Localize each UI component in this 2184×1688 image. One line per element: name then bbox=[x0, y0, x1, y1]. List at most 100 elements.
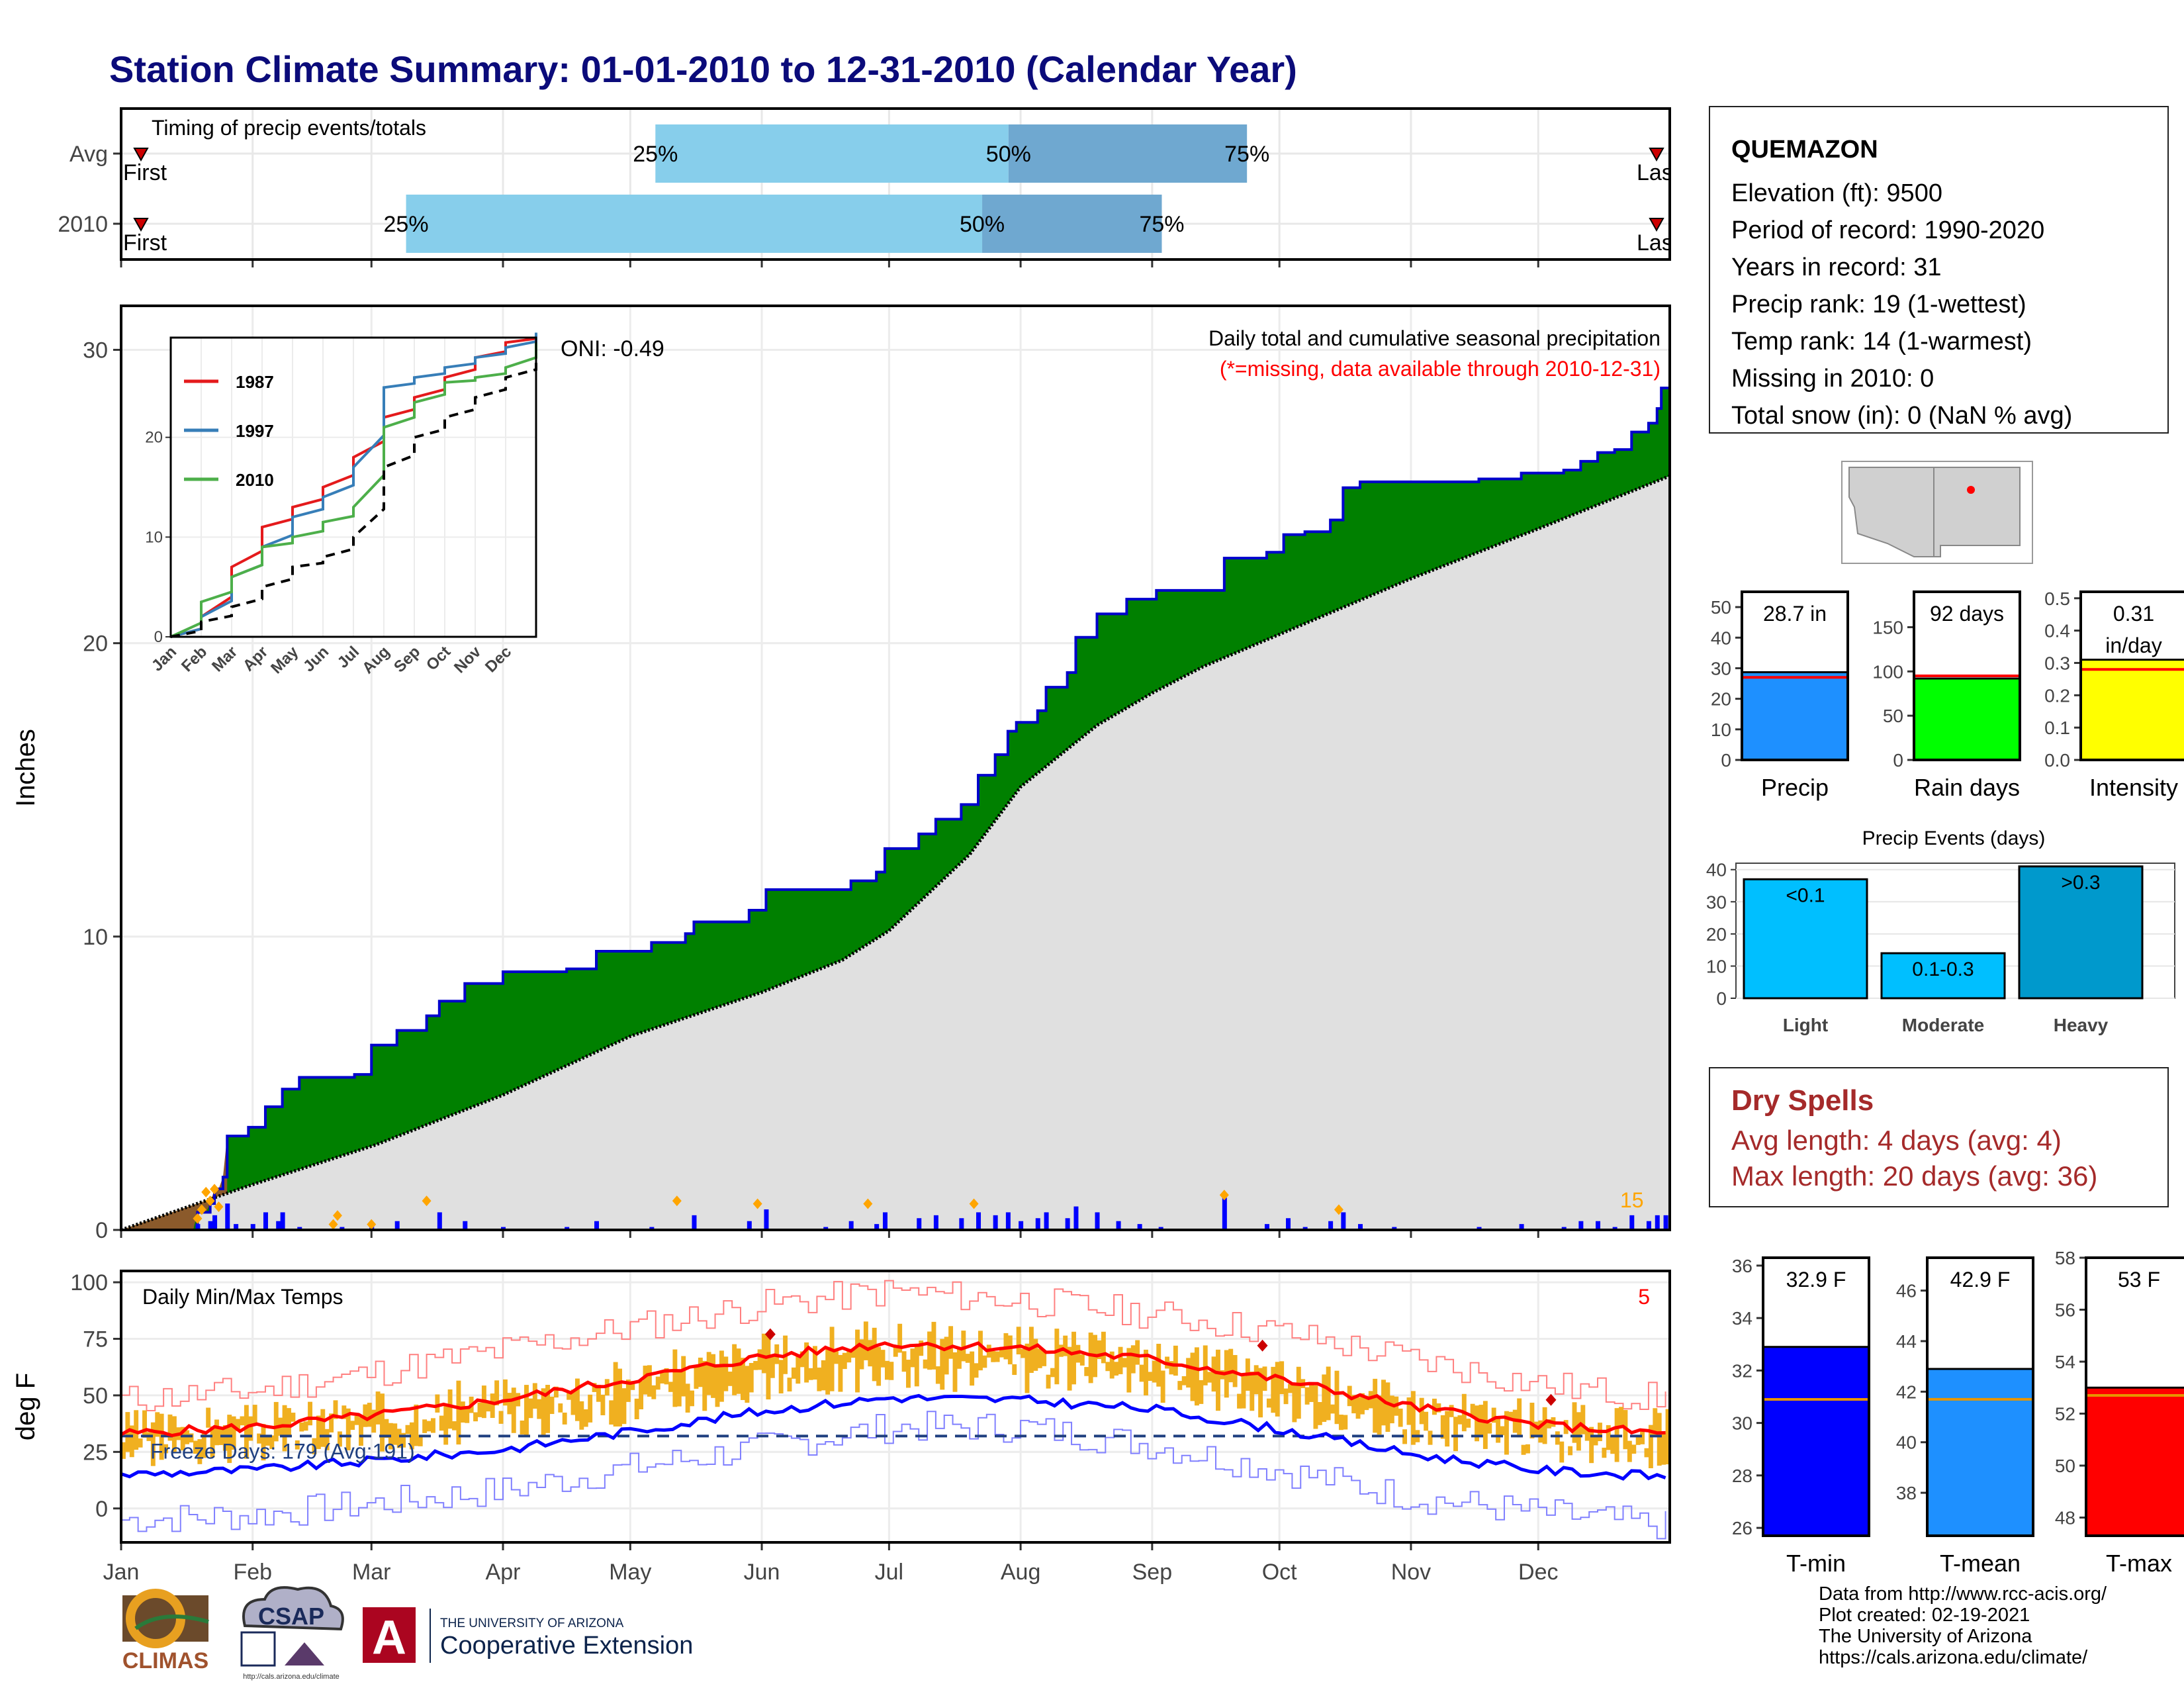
annual-intensity-y-tick-label: 0.1 bbox=[2044, 718, 2070, 738]
daily-temp-range-bar bbox=[1440, 1415, 1445, 1439]
daily-temp-range-bar bbox=[545, 1385, 551, 1433]
dry-spells-title: Dry Spells bbox=[1731, 1084, 1874, 1117]
daily-temp-range-bar bbox=[757, 1349, 762, 1370]
extreme-precip-marker bbox=[210, 1184, 220, 1195]
daily-temp-range-bar bbox=[1424, 1411, 1429, 1431]
daily-temp-range-bar bbox=[1258, 1368, 1263, 1418]
daily-temp-range-bar bbox=[1156, 1344, 1161, 1387]
annual-precip-y-tick-label: 50 bbox=[1711, 597, 1731, 618]
daily-temp-range-bar bbox=[579, 1401, 584, 1430]
annual-precip-bars: 0 10 20 30 40 50 28.7 in Precip 0 50 100 150 92 days… bbox=[1711, 588, 2184, 801]
daily-temp-range-bar bbox=[570, 1389, 576, 1415]
daily-temp-range-bar bbox=[787, 1378, 792, 1392]
daily-temp-range-bar bbox=[621, 1388, 627, 1425]
annual-intensity-y-tick-label: 0.0 bbox=[2044, 750, 2070, 771]
daily-temp-range-bar bbox=[600, 1394, 606, 1415]
timing-row-label: Avg bbox=[69, 142, 108, 167]
temp-x-tick-label: Feb bbox=[233, 1560, 272, 1585]
daily-temp-range-bar bbox=[295, 1440, 300, 1450]
daily-temp-range-bar bbox=[426, 1421, 432, 1432]
daily-temp-range-bar bbox=[371, 1409, 377, 1433]
daily-temp-range-bar bbox=[1343, 1415, 1348, 1430]
daily-temp-range-bar bbox=[690, 1390, 694, 1407]
daily-temp-range-bar bbox=[613, 1362, 618, 1427]
daily-temp-range-bar bbox=[1317, 1402, 1322, 1425]
daily-temp-range-bar bbox=[1211, 1356, 1216, 1392]
temp-x-tick-label: Aug bbox=[1001, 1560, 1041, 1585]
daily-temp-range-bar bbox=[643, 1366, 648, 1395]
daily-precip-bar bbox=[1392, 1227, 1397, 1230]
daily-temp-range-bar bbox=[778, 1360, 784, 1393]
daily-temp-range-bar bbox=[303, 1421, 308, 1431]
daily-temp-range-bar bbox=[796, 1354, 801, 1384]
daily-temp-range-bar bbox=[354, 1416, 359, 1425]
daily-precip-bar bbox=[297, 1227, 302, 1230]
daily-temp-range-bar bbox=[345, 1408, 351, 1450]
daily-temp-range-bar bbox=[1118, 1346, 1123, 1374]
daily-temp-range-bar bbox=[698, 1357, 703, 1387]
annual-t-min-value: 32.9 F bbox=[1786, 1268, 1846, 1291]
daily-temp-range-bar bbox=[1445, 1411, 1450, 1447]
daily-precip-bar bbox=[594, 1221, 600, 1230]
daily-temp-range-bar bbox=[914, 1346, 919, 1387]
daily-temp-range-bar bbox=[1610, 1436, 1615, 1454]
daily-temp-range-bar bbox=[1283, 1388, 1289, 1405]
daily-temp-range-bar bbox=[1016, 1327, 1021, 1355]
events-category-label: Heavy bbox=[2054, 1015, 2109, 1035]
daily-temp-range-bar bbox=[715, 1364, 720, 1407]
daily-temp-range-bar bbox=[287, 1408, 291, 1436]
annual-t-max-bar bbox=[2085, 1386, 2184, 1537]
timing-title: Timing of precip events/totals bbox=[152, 116, 426, 140]
extreme-precip-marker bbox=[422, 1196, 432, 1207]
daily-temp-range-bar bbox=[1482, 1401, 1488, 1449]
annual-intensity-value: 0.31 bbox=[2113, 602, 2154, 626]
daily-precip-bar bbox=[463, 1221, 468, 1230]
station-location-marker bbox=[1967, 486, 1975, 494]
daily-temp-range-bar bbox=[868, 1340, 873, 1367]
daily-temp-range-bar bbox=[1602, 1447, 1607, 1458]
daily-temp-range-bar bbox=[167, 1414, 173, 1441]
cumulative-precip-chart: 0 10 20 30 15 Daily total and cumulative seas… bbox=[11, 305, 1671, 1243]
annual-intensity-label: Intensity bbox=[2089, 774, 2178, 801]
daily-temp-range-bar bbox=[1542, 1407, 1547, 1444]
daily-temp-range-bar bbox=[1216, 1349, 1220, 1411]
daily-temp-range-bar bbox=[1504, 1411, 1509, 1455]
daily-temp-range-bar bbox=[1487, 1423, 1492, 1434]
daily-temp-range-bar bbox=[719, 1350, 724, 1402]
daily-precip-bar bbox=[993, 1215, 998, 1230]
annual-temp-bars: 26 28 30 32 34 36 32.9 F T-min 38 40 42 44 46 42.9 F T… bbox=[1732, 1248, 2184, 1577]
daily-temp-range-bar bbox=[1428, 1430, 1433, 1445]
annual-rain-days-frame bbox=[1913, 590, 2021, 761]
daily-temp-range-bar bbox=[222, 1425, 228, 1451]
extreme-precip-marker bbox=[201, 1186, 211, 1197]
annual-precip-value: 28.7 in bbox=[1763, 602, 1827, 626]
temp-x-tick-label: Sep bbox=[1132, 1560, 1173, 1585]
inset-legend-label: 1997 bbox=[236, 421, 274, 441]
temp-y-tick-label: 50 bbox=[83, 1383, 108, 1409]
daily-temp-range-bar bbox=[189, 1433, 194, 1443]
daily-temp-range-bar bbox=[923, 1359, 928, 1369]
daily-temp-range-bar bbox=[906, 1360, 911, 1388]
daily-temp-range-bar bbox=[927, 1331, 932, 1370]
daily-temp-range-bar bbox=[639, 1381, 644, 1410]
daily-temp-range-bar bbox=[1635, 1436, 1641, 1445]
events-bar-moderate bbox=[1880, 952, 2006, 1000]
inset-legend-label: 2010 bbox=[236, 470, 274, 490]
daily-temp-range-bar bbox=[299, 1422, 304, 1432]
daily-temp-range-bar bbox=[367, 1403, 372, 1427]
temp-x-tick-label: Jan bbox=[103, 1560, 140, 1585]
inset-x-tick-label: Nov bbox=[451, 643, 485, 677]
daily-temp-range-bar bbox=[312, 1438, 317, 1454]
daily-temp-range-bar bbox=[1644, 1448, 1649, 1458]
extreme-precip-marker bbox=[328, 1219, 338, 1230]
csap-url: http://cals.arizona.edu/climate bbox=[243, 1673, 340, 1681]
daily-precip-bar bbox=[1341, 1212, 1346, 1230]
daily-temp-range-bar bbox=[405, 1425, 410, 1434]
daily-precip-bar bbox=[1655, 1215, 1660, 1230]
daily-temp-range-bar bbox=[1525, 1444, 1530, 1454]
daily-temp-range-bar bbox=[477, 1402, 482, 1417]
daily-temp-range-bar bbox=[236, 1419, 241, 1431]
daily-temp-range-bar bbox=[651, 1385, 657, 1399]
daily-temp-range-bar bbox=[252, 1405, 257, 1425]
daily-precip-bar bbox=[1561, 1227, 1567, 1230]
